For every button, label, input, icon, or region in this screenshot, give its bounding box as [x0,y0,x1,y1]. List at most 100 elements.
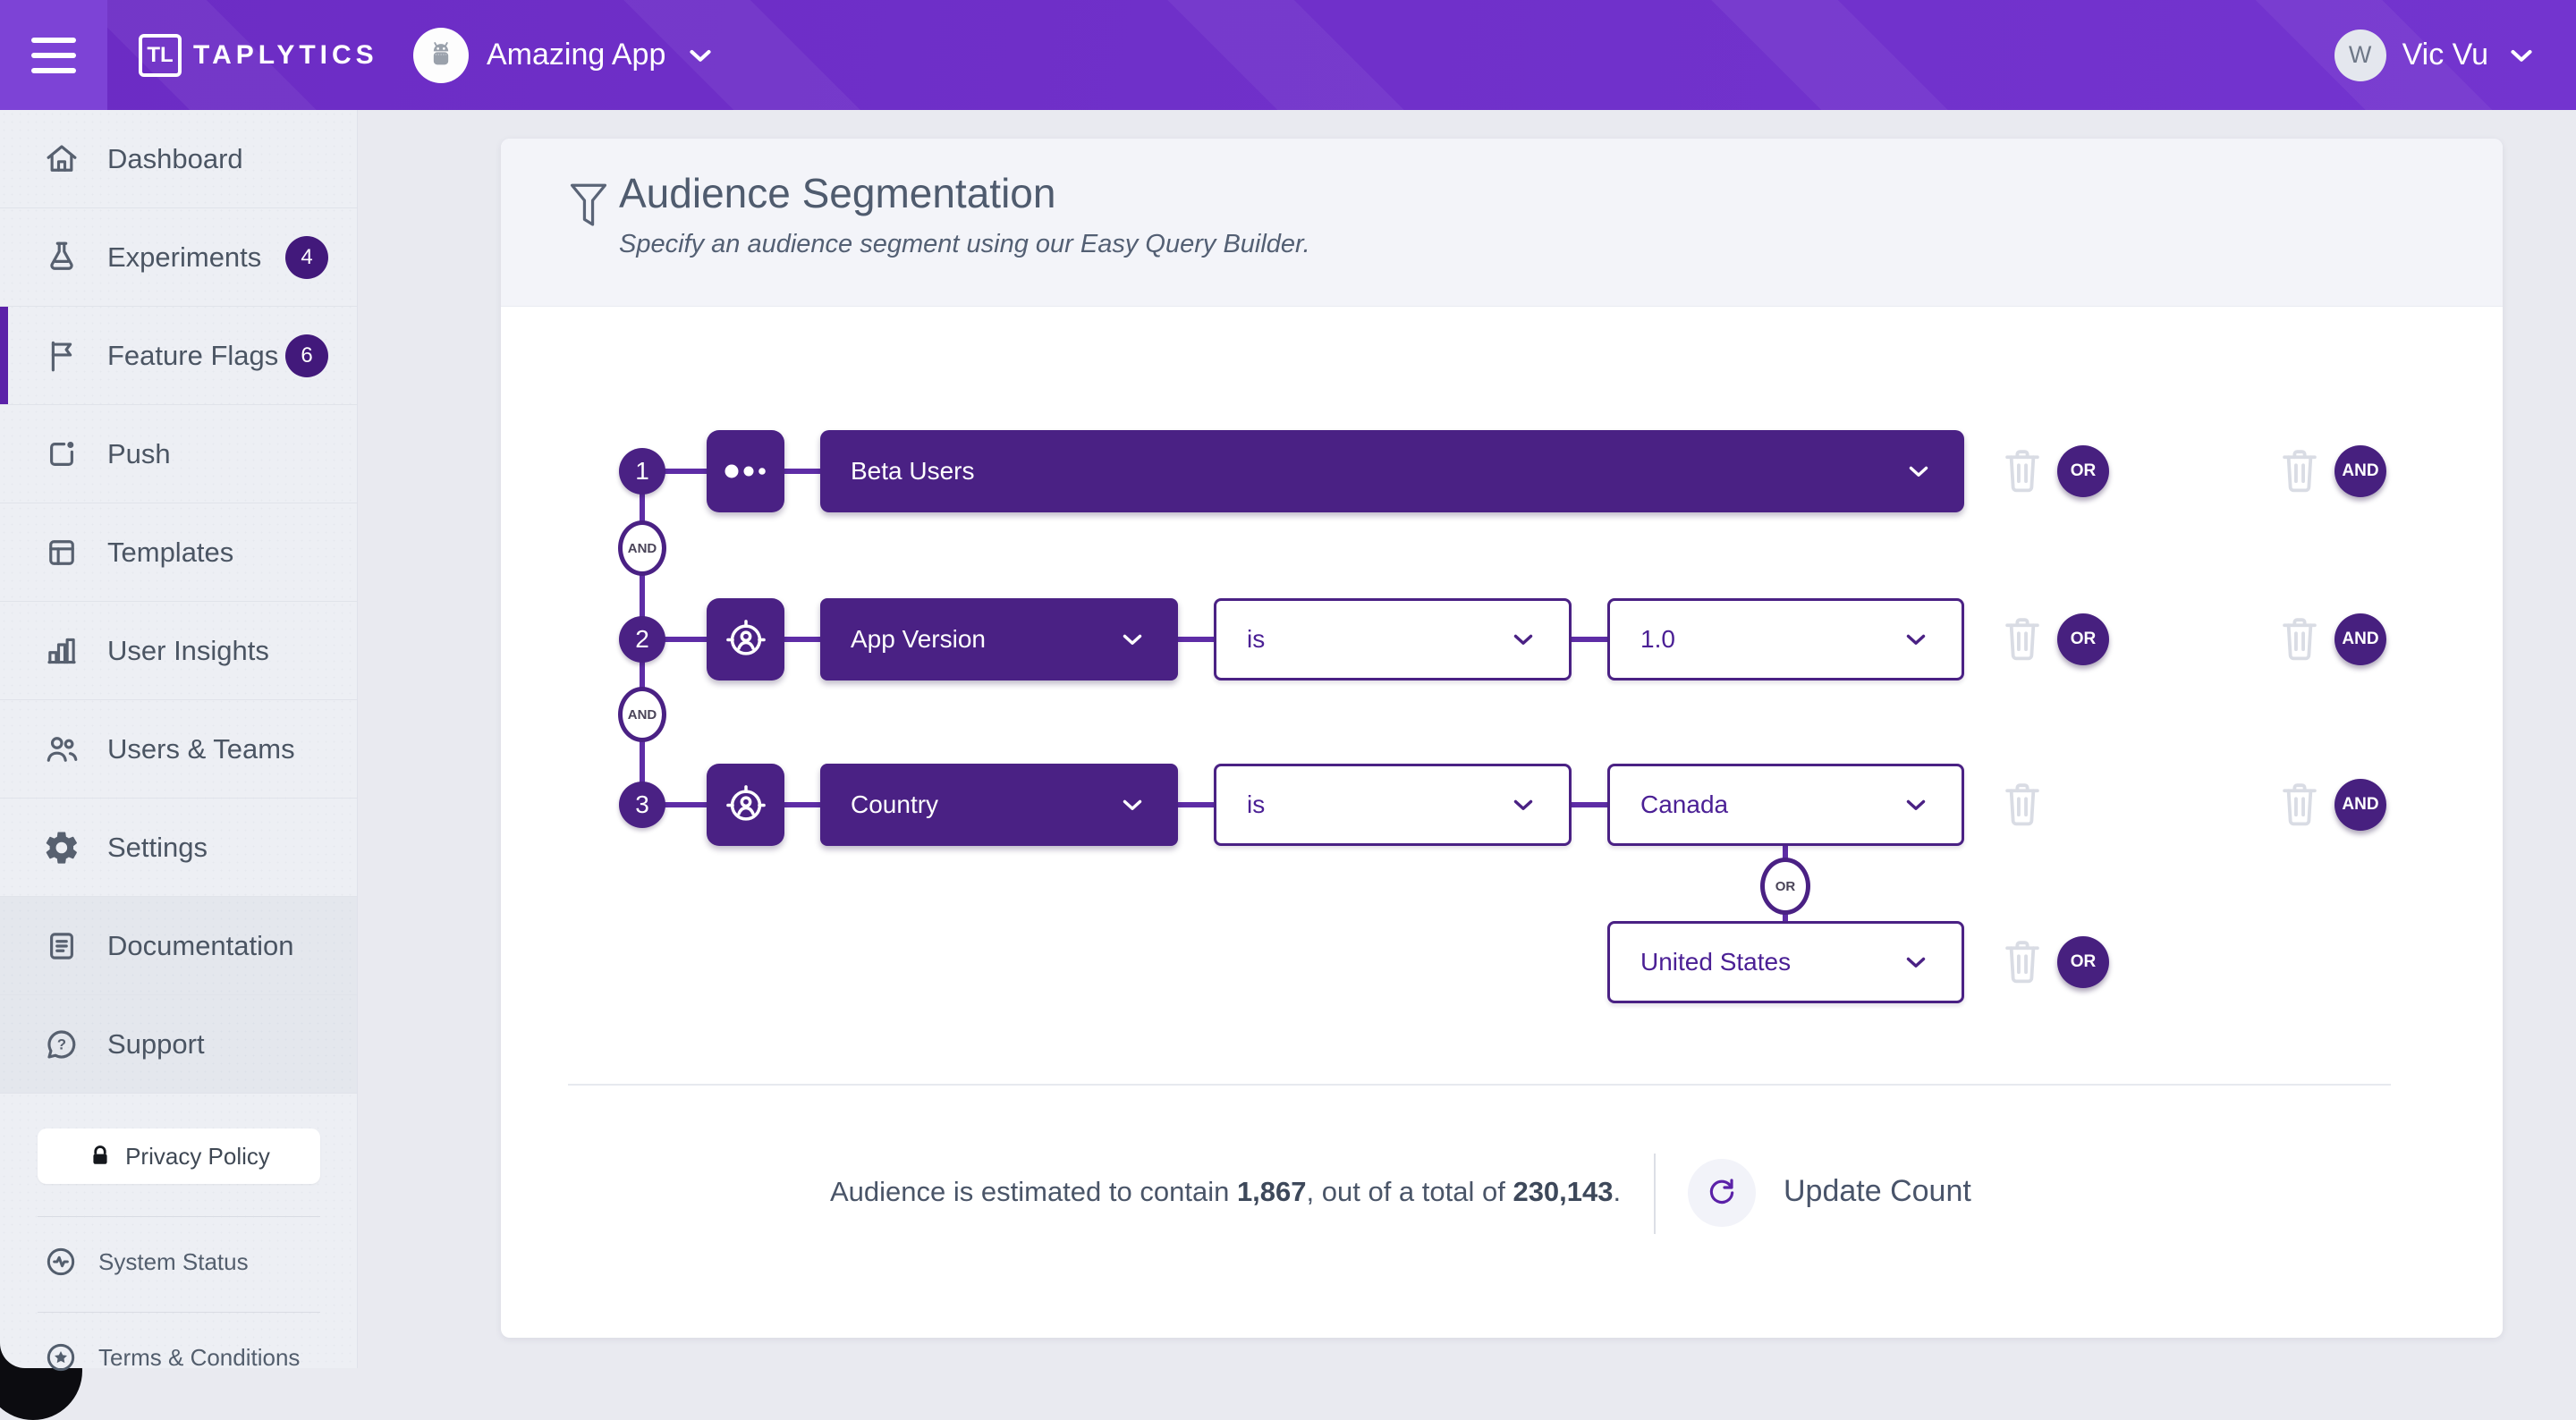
gear-icon [46,831,77,864]
or-logic-button[interactable]: OR [2057,936,2109,988]
and-logic-button[interactable]: AND [2334,445,2386,497]
estimate-text-part: Audience is estimated to contain [830,1176,1237,1207]
sidebar-item-support[interactable]: ? Support [0,995,357,1094]
chevron-down-icon [1906,799,1926,810]
user-attribute-button[interactable] [707,598,784,680]
taplytics-logo-mark: TL [139,33,182,77]
or-connector-node[interactable]: OR [1760,858,1810,915]
sidebar: Dashboard Experiments 4 Feature Flags 6 … [0,110,358,1372]
delete-group-button[interactable] [2275,444,2324,499]
card-header: Audience Segmentation Specify an audienc… [501,139,2503,307]
estimate-count: 1,867 [1236,1176,1307,1207]
app-selector-label: Amazing App [487,38,666,72]
lock-icon [93,1145,107,1164]
footer-separator [568,1084,2391,1086]
delete-rule-button[interactable] [1998,444,2046,499]
delete-rule-button[interactable] [1998,612,2046,667]
audience-estimate-text: Audience is estimated to contain 1,867, … [830,1176,1621,1208]
feature-flags-count-badge: 6 [285,334,328,377]
operator-select[interactable]: is [1214,764,1572,846]
estimate-text-part: , out of a total of [1306,1176,1513,1207]
sidebar-item-settings[interactable]: Settings [0,799,357,897]
page-title: Audience Segmentation [619,170,1056,216]
segment-select-value: Beta Users [851,457,975,485]
main-content: Audience Segmentation Specify an audienc… [359,110,2576,1368]
document-icon [50,932,73,959]
field-select[interactable]: Country [820,764,1178,846]
sidebar-item-push[interactable]: Push [0,405,357,503]
sidebar-item-templates[interactable]: Templates [0,503,357,602]
sidebar-item-users-teams[interactable]: Users & Teams [0,700,357,799]
sidebar-item-documentation[interactable]: Documentation [0,897,357,995]
update-count-refresh-button[interactable] [1688,1159,1756,1227]
user-target-icon [725,620,766,655]
chevron-down-icon [2511,49,2532,62]
chevron-down-icon [1123,634,1142,645]
user-target-icon [725,785,766,821]
hamburger-bar [31,52,76,58]
privacy-policy-button[interactable]: Privacy Policy [38,1128,320,1184]
bar-chart-icon [47,638,76,664]
value-select[interactable]: Canada [1607,764,1964,846]
footer-vertical-divider [1654,1154,1656,1234]
or-logic-button[interactable]: OR [2057,613,2109,665]
delete-value-button[interactable] [1998,934,2046,990]
chevron-down-icon [1123,799,1142,810]
sidebar-item-experiments[interactable]: Experiments 4 [0,208,357,307]
estimate-total: 230,143 [1513,1176,1614,1207]
value-select-value: 1.0 [1640,625,1675,653]
app-selector[interactable]: Amazing App [413,0,717,110]
field-select[interactable]: App Version [820,598,1178,680]
sidebar-item-label: Feature Flags [107,339,279,371]
chevron-down-icon [1906,957,1926,968]
top-navbar: TL TAPLYTICS [0,0,2576,110]
and-logic-button[interactable]: AND [2334,613,2386,665]
delete-group-button[interactable] [2275,612,2324,667]
sidebar-item-label: Templates [107,536,234,568]
sidebar-item-label: Experiments [107,241,262,273]
sidebar-item-user-insights[interactable]: User Insights [0,602,357,700]
star-circle-icon [47,1343,75,1372]
operator-select[interactable]: is [1214,598,1572,680]
segment-select[interactable]: Beta Users [820,430,1964,512]
android-icon [433,41,449,64]
experiments-count-badge: 4 [285,235,328,279]
hamburger-bar [31,37,76,43]
app-avatar [413,27,469,83]
ellipsis-dots-icon [724,464,766,478]
and-connector-node[interactable]: AND [618,520,666,576]
sidebar-item-feature-flags[interactable]: Feature Flags 6 [0,307,357,405]
hamburger-menu-button[interactable] [0,0,107,110]
sidebar-item-dashboard[interactable]: Dashboard [0,110,357,208]
field-select-value: Country [851,790,939,818]
or-logic-button[interactable]: OR [2057,445,2109,497]
value-select-alt[interactable]: United States [1607,921,1964,1003]
navbar-stripes-decoration [0,0,2576,110]
user-menu[interactable]: W Vic Vu [2334,0,2538,110]
value-select[interactable]: 1.0 [1607,598,1964,680]
delete-group-button[interactable] [2275,777,2324,833]
status-pulse-icon [47,1247,75,1276]
privacy-policy-label: Privacy Policy [125,1142,270,1170]
system-status-link[interactable]: System Status [43,1244,249,1280]
chevron-down-icon [1513,799,1533,810]
sidebar-item-label: Settings [107,831,208,863]
segment-dots-button[interactable] [707,430,784,512]
user-attribute-button[interactable] [707,764,784,846]
page-subtitle: Specify an audience segment using our Ea… [619,230,1310,258]
sidebar-item-label: Dashboard [107,142,243,174]
update-count-label[interactable]: Update Count [1784,1174,1971,1208]
sidebar-item-label: Support [107,1027,205,1060]
chevron-down-icon [1513,634,1533,645]
and-connector-node[interactable]: AND [618,687,666,742]
audience-segmentation-card: Audience Segmentation Specify an audienc… [501,139,2503,1338]
taplytics-logo[interactable]: TL TAPLYTICS [139,0,378,110]
taplytics-logo-text: TAPLYTICS [193,39,378,70]
delete-rule-button[interactable] [1998,777,2046,833]
sidebar-divider [38,1216,320,1217]
and-logic-button[interactable]: AND [2334,779,2386,831]
sidebar-item-label: Users & Teams [107,732,295,765]
filter-funnel-icon [570,183,607,226]
terms-conditions-link[interactable]: Terms & Conditions [43,1340,300,1375]
